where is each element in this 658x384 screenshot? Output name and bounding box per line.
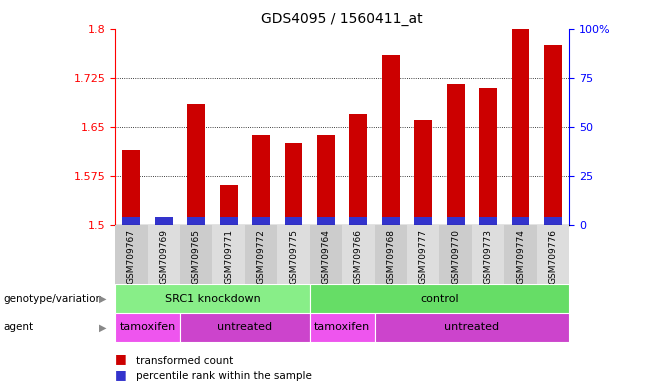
Bar (447, 217, 465, 225)
Bar (544, 217, 562, 225)
Text: GSM709774: GSM709774 (516, 229, 525, 284)
Text: GSM709766: GSM709766 (354, 229, 363, 285)
Text: tamoxifen: tamoxifen (314, 322, 370, 333)
Bar (155, 217, 172, 225)
Text: GSM709773: GSM709773 (484, 229, 493, 285)
Bar (374, 313, 569, 342)
Bar (180, 225, 213, 284)
Text: ▶: ▶ (99, 293, 106, 304)
Bar (115, 225, 147, 284)
Bar (342, 225, 374, 284)
Bar (512, 29, 530, 225)
Text: GSM709770: GSM709770 (451, 229, 460, 285)
Bar (407, 225, 440, 284)
Text: GSM709772: GSM709772 (257, 229, 266, 284)
Bar (188, 217, 205, 225)
Bar (310, 225, 342, 284)
Text: GSM709767: GSM709767 (127, 229, 136, 285)
Bar (245, 225, 277, 284)
Text: transformed count: transformed count (136, 356, 234, 366)
Text: untreated: untreated (444, 322, 499, 333)
Bar (440, 225, 472, 284)
Bar (115, 313, 180, 342)
Text: ▶: ▶ (99, 322, 106, 333)
Bar (512, 217, 530, 225)
Bar (155, 222, 172, 225)
Bar (115, 284, 310, 313)
Bar (415, 217, 432, 225)
Bar (147, 225, 180, 284)
Bar (277, 225, 310, 284)
Text: SRC1 knockdown: SRC1 knockdown (164, 293, 261, 304)
Text: ■: ■ (115, 353, 127, 366)
Bar (317, 217, 335, 225)
Bar (220, 217, 238, 225)
Bar (252, 217, 270, 225)
Bar (310, 284, 569, 313)
Text: GSM709777: GSM709777 (418, 229, 428, 285)
Text: GSM709768: GSM709768 (386, 229, 395, 285)
Text: GSM709765: GSM709765 (191, 229, 201, 285)
Bar (504, 225, 537, 284)
Text: GSM709776: GSM709776 (549, 229, 557, 285)
Bar (122, 150, 140, 225)
Title: GDS4095 / 1560411_at: GDS4095 / 1560411_at (261, 12, 423, 26)
Bar (252, 134, 270, 225)
Bar (382, 55, 399, 225)
Text: ■: ■ (115, 368, 127, 381)
Text: GSM709775: GSM709775 (289, 229, 298, 285)
Bar (317, 134, 335, 225)
Bar (310, 313, 374, 342)
Bar (447, 84, 465, 225)
Text: agent: agent (3, 322, 34, 333)
Bar (374, 225, 407, 284)
Text: GSM709769: GSM709769 (159, 229, 168, 285)
Bar (415, 120, 432, 225)
Bar (472, 225, 504, 284)
Text: control: control (420, 293, 459, 304)
Bar (180, 313, 310, 342)
Text: GSM709764: GSM709764 (322, 229, 330, 284)
Bar (349, 114, 367, 225)
Text: tamoxifen: tamoxifen (120, 322, 176, 333)
Bar (537, 225, 569, 284)
Bar (544, 45, 562, 225)
Text: percentile rank within the sample: percentile rank within the sample (136, 371, 312, 381)
Text: untreated: untreated (217, 322, 272, 333)
Bar (479, 88, 497, 225)
Bar (349, 217, 367, 225)
Bar (213, 225, 245, 284)
Bar (122, 217, 140, 225)
Bar (188, 104, 205, 225)
Bar (285, 217, 303, 225)
Bar (285, 143, 303, 225)
Bar (382, 217, 399, 225)
Bar (479, 217, 497, 225)
Bar (220, 185, 238, 225)
Text: GSM709771: GSM709771 (224, 229, 233, 285)
Text: genotype/variation: genotype/variation (3, 293, 103, 304)
